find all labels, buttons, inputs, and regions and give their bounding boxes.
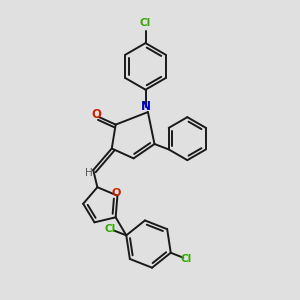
Text: Cl: Cl [140, 18, 151, 28]
Text: Cl: Cl [181, 254, 192, 264]
Text: Cl: Cl [105, 224, 116, 234]
Text: O: O [111, 188, 121, 198]
Text: O: O [92, 108, 102, 121]
Text: N: N [140, 100, 151, 113]
Text: H: H [85, 168, 93, 178]
